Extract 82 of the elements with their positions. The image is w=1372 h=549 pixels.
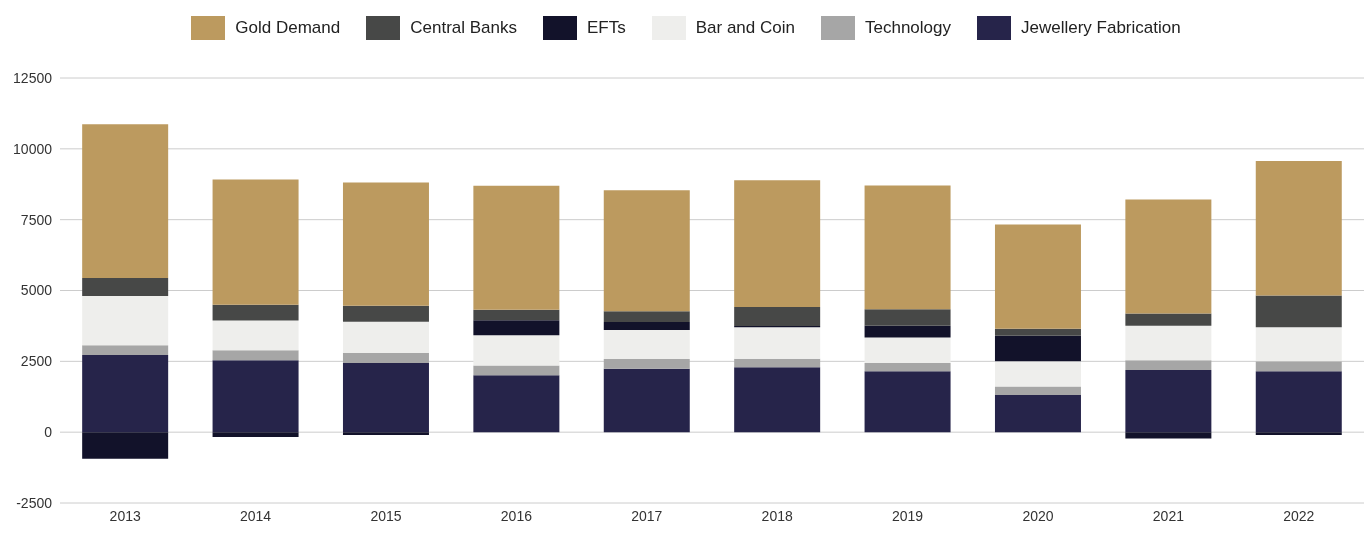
- bar: [734, 358, 821, 368]
- bar: [864, 363, 951, 372]
- y-tick-label: 12500: [13, 69, 53, 86]
- bar: [864, 337, 951, 364]
- bar: [82, 295, 169, 346]
- y-tick-label: 5000: [20, 282, 53, 299]
- bar: [212, 360, 299, 433]
- bar: [473, 365, 560, 376]
- bar: [473, 375, 560, 433]
- bar: [994, 328, 1081, 336]
- bar: [994, 335, 1081, 362]
- bar: [1125, 199, 1212, 314]
- bar: [1255, 161, 1342, 296]
- bar: [603, 359, 690, 369]
- bar: [342, 182, 429, 306]
- bar: [603, 190, 690, 312]
- bar: [1255, 361, 1342, 372]
- x-tick-label: 2017: [631, 507, 663, 524]
- bar: [82, 355, 169, 433]
- bar: [1125, 325, 1212, 361]
- bar: [82, 278, 169, 296]
- bar: [1125, 313, 1212, 326]
- bar: [603, 368, 690, 433]
- bar: [212, 320, 299, 351]
- bar: [1255, 371, 1342, 433]
- bar: [473, 185, 560, 310]
- legend-label: Central Banks: [410, 18, 517, 38]
- bar: [603, 311, 690, 322]
- y-tick-label: 0: [44, 424, 53, 441]
- bar: [994, 386, 1081, 396]
- x-tick-label: 2018: [761, 507, 793, 524]
- x-tick-label: 2014: [240, 507, 272, 524]
- bar: [734, 180, 821, 307]
- bar: [994, 224, 1081, 329]
- bar: [82, 124, 169, 279]
- bar: [1125, 360, 1212, 371]
- bar: [342, 363, 429, 433]
- bar: [1125, 432, 1212, 439]
- x-tick-label: 2020: [1022, 507, 1054, 524]
- legend-label: Jewellery Fabrication: [1020, 18, 1181, 38]
- bar: [473, 309, 560, 321]
- bar: [212, 179, 299, 305]
- legend-label: Gold Demand: [235, 18, 341, 38]
- bar: [82, 345, 169, 356]
- y-tick-label: 7500: [20, 211, 53, 228]
- bar: [994, 361, 1081, 387]
- bar: [473, 320, 560, 336]
- bar: [864, 309, 951, 326]
- bar: [734, 306, 821, 326]
- bar: [1255, 327, 1342, 362]
- bar: [864, 371, 951, 433]
- y-tick-label: 2500: [20, 353, 53, 370]
- bar: [603, 321, 690, 330]
- bar: [1255, 432, 1342, 435]
- x-tick-label: 2016: [500, 507, 533, 524]
- bar: [864, 185, 951, 310]
- x-tick-label: 2015: [370, 507, 402, 524]
- bar: [734, 367, 821, 433]
- x-tick-label: 2013: [109, 507, 141, 524]
- bar: [734, 327, 821, 359]
- legend-label: Technology: [864, 18, 951, 38]
- bar: [864, 325, 951, 338]
- bar: [473, 335, 560, 366]
- bar: [342, 432, 429, 435]
- bar: [603, 329, 690, 360]
- bar: [82, 432, 169, 459]
- y-tick-label: 10000: [13, 140, 53, 157]
- x-tick-label: 2019: [892, 507, 924, 524]
- bar: [1125, 370, 1212, 433]
- bar: [212, 350, 299, 361]
- bar: [994, 395, 1081, 433]
- bar: [342, 305, 429, 322]
- bar: [1255, 295, 1342, 328]
- bar: [212, 432, 299, 437]
- bar: [342, 353, 429, 364]
- x-tick-label: 2021: [1152, 507, 1185, 524]
- bar: [342, 321, 429, 354]
- bar: [212, 304, 299, 321]
- legend-label: Bar and Coin: [695, 18, 795, 38]
- x-tick-label: 2022: [1283, 507, 1315, 524]
- y-tick-label: -2500: [16, 494, 53, 511]
- legend-label: EFTs: [587, 18, 626, 38]
